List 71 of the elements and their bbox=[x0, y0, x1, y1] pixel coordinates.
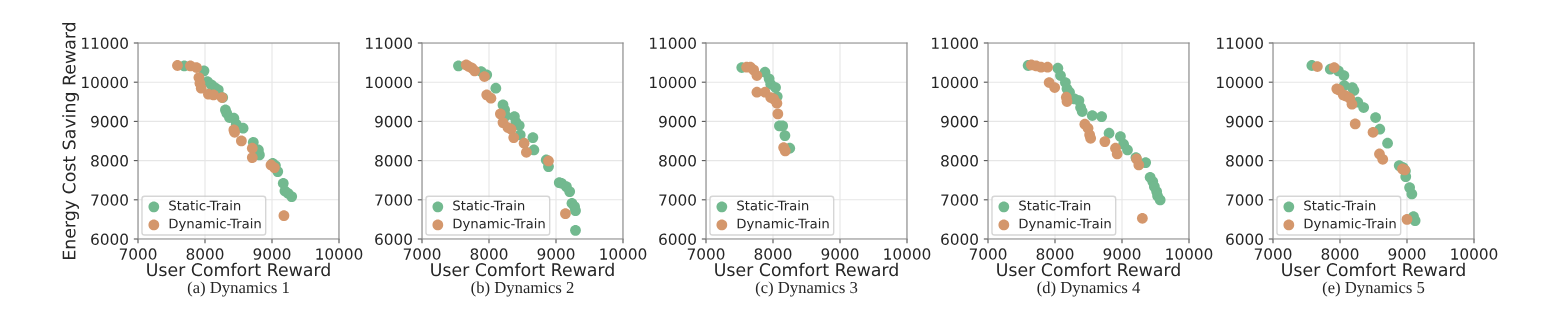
x-axis-title: User Comfort Reward bbox=[997, 262, 1180, 277]
y-tick-label: 7000 bbox=[1226, 194, 1263, 206]
y-tick-label: 6000 bbox=[941, 233, 978, 246]
text: (c) Dynamics 3 bbox=[755, 281, 858, 297]
y-tick-label: 11000 bbox=[1217, 37, 1263, 50]
y-tick-label: 7000 bbox=[375, 194, 412, 206]
x-tick-label: 10000 bbox=[316, 248, 363, 260]
x-tick-label: 9000 bbox=[821, 248, 859, 260]
legend-label: Dynamic-Train bbox=[169, 218, 261, 232]
text: (d) Dynamics 4 bbox=[1037, 281, 1141, 297]
x-tick-label: 10000 bbox=[1166, 248, 1213, 260]
x-tick-label: 10000 bbox=[884, 248, 931, 260]
x-tick-label: 10000 bbox=[1451, 248, 1498, 260]
legend-label: Dynamic-Train bbox=[453, 218, 545, 232]
legend-label: Static-Train bbox=[1019, 200, 1091, 211]
legend-label: Static-Train bbox=[1304, 200, 1376, 211]
x-tick-label: 7000 bbox=[687, 248, 725, 260]
x-tick-label: 7000 bbox=[119, 248, 157, 260]
x-tick-label: 7000 bbox=[403, 248, 441, 260]
x-tick-label: 8000 bbox=[186, 248, 224, 260]
x-tick-label: 9000 bbox=[537, 248, 575, 260]
legend-label: Dynamic-Train bbox=[737, 218, 829, 232]
x-tick-label: 8000 bbox=[470, 248, 508, 260]
y-tick-label: 7000 bbox=[659, 194, 696, 206]
x-tick-label: 10000 bbox=[600, 248, 647, 260]
x-tick-label: 9000 bbox=[253, 248, 291, 260]
y-tick-label: 11000 bbox=[366, 37, 412, 50]
x-axis-title: User Comfort Reward bbox=[431, 262, 614, 277]
x-axis-title: User Comfort Reward bbox=[715, 262, 898, 277]
text: (b) Dynamics 2 bbox=[471, 281, 574, 297]
y-tick-label: 9000 bbox=[375, 115, 412, 128]
y-tick-label: 6000 bbox=[375, 233, 412, 246]
text: (a) Dynamics 1 bbox=[187, 281, 289, 297]
x-tick-label: 9000 bbox=[1103, 248, 1141, 260]
y-tick-label: 8000 bbox=[91, 155, 128, 167]
y-tick-label: 10000 bbox=[82, 76, 128, 89]
x-axis-title: User Comfort Reward bbox=[147, 262, 330, 277]
y-tick-label: 7000 bbox=[941, 194, 978, 206]
y-tick-label: 8000 bbox=[1226, 155, 1263, 167]
y-tick-label: 7000 bbox=[91, 194, 128, 206]
y-tick-label: 8000 bbox=[941, 155, 978, 167]
y-tick-label: 11000 bbox=[650, 37, 696, 50]
y-tick-label: 9000 bbox=[659, 115, 696, 128]
y-tick-label: 11000 bbox=[82, 37, 128, 50]
x-tick-label: 8000 bbox=[1321, 248, 1359, 260]
x-tick-label: 8000 bbox=[754, 248, 792, 260]
y-axis-title: Energy Cost Saving Reward bbox=[62, 22, 79, 259]
x-tick-label: 7000 bbox=[969, 248, 1007, 260]
y-tick-label: 10000 bbox=[650, 76, 696, 89]
y-tick-label: 9000 bbox=[941, 115, 978, 128]
legend-label: Static-Train bbox=[453, 200, 525, 211]
legend-label: Static-Train bbox=[737, 200, 809, 211]
legend-label: Dynamic-Train bbox=[1304, 218, 1396, 232]
y-tick-label: 6000 bbox=[659, 233, 696, 246]
y-tick-label: 11000 bbox=[932, 37, 978, 50]
text: (e) Dynamics 5 bbox=[1322, 281, 1425, 297]
legend-label: Static-Train bbox=[169, 200, 241, 211]
y-tick-label: 10000 bbox=[932, 76, 978, 89]
y-tick-label: 6000 bbox=[1226, 233, 1263, 246]
y-tick-label: 8000 bbox=[375, 155, 412, 167]
y-tick-label: 9000 bbox=[91, 115, 128, 128]
y-tick-label: 9000 bbox=[1226, 115, 1263, 128]
y-tick-label: 6000 bbox=[91, 233, 128, 246]
x-tick-label: 9000 bbox=[1388, 248, 1426, 260]
y-tick-label: 10000 bbox=[366, 76, 412, 89]
x-tick-label: 8000 bbox=[1036, 248, 1074, 260]
x-axis-title: User Comfort Reward bbox=[1282, 262, 1465, 277]
legend-label: Dynamic-Train bbox=[1019, 218, 1111, 232]
y-tick-label: 8000 bbox=[659, 155, 696, 167]
y-tick-label: 10000 bbox=[1217, 76, 1263, 89]
x-tick-label: 7000 bbox=[1254, 248, 1292, 260]
